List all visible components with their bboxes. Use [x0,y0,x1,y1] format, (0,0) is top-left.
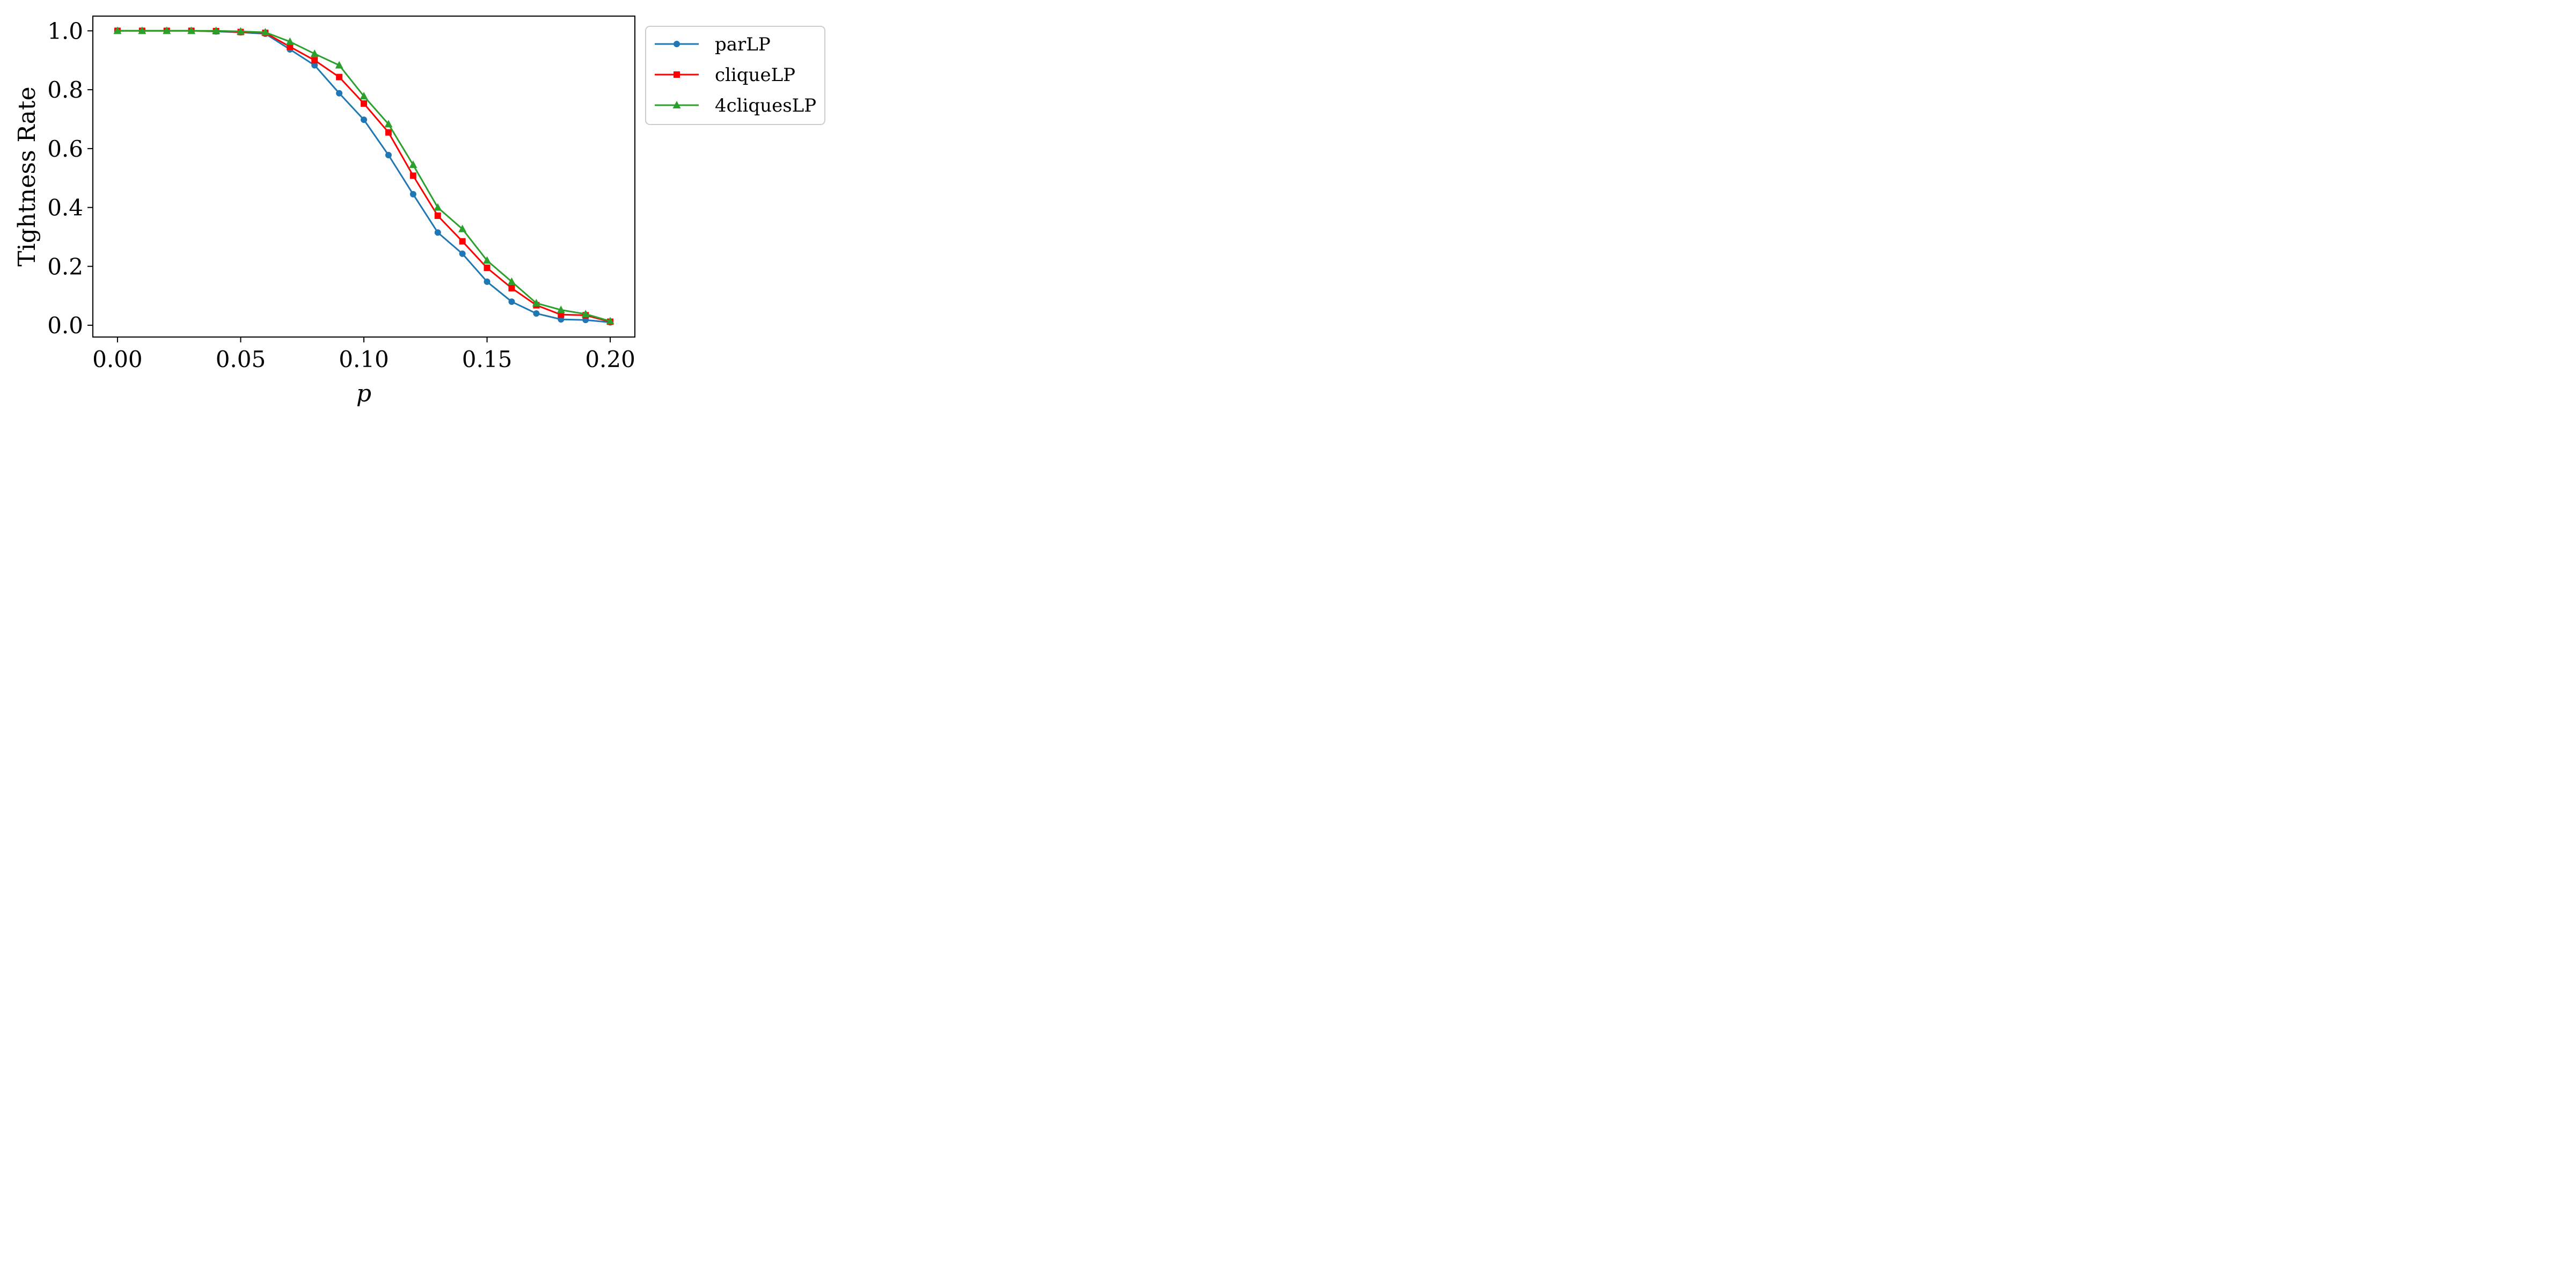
data-point [606,317,614,325]
data-point [434,203,442,211]
x-tick-label: 0.05 [216,346,266,372]
data-point [484,278,491,285]
data-point [409,172,416,179]
y-tick-label: 1.0 [47,18,83,44]
y-tick-label: 0.2 [47,253,83,280]
data-point [409,191,416,197]
data-point [261,28,269,36]
data-point [458,224,467,232]
legend-label: 4cliquesLP [715,95,816,116]
data-point [113,26,122,34]
legend-label: parLP [715,34,771,55]
x-tick-label: 0.10 [339,346,389,372]
x-axis-title: p [356,380,371,407]
y-tick-label: 0.8 [47,77,83,103]
y-axis-title: Tightness Rate [13,86,41,266]
x-tick-label: 0.00 [92,346,143,372]
legend: parLP cliqueLP 4cliquesLP [645,26,825,125]
data-point [361,100,367,107]
data-point [434,229,441,236]
data-point [483,256,492,264]
data-point [361,116,367,123]
legend-item: 4cliquesLP [655,95,816,116]
data-point [434,212,441,219]
data-point [287,43,294,50]
data-point [286,37,294,45]
data-point [311,57,318,64]
data-point [507,277,516,285]
legend-marker [672,101,681,108]
data-point [187,26,196,34]
data-point [335,61,343,69]
data-point [533,310,540,317]
plot-area [92,16,635,338]
x-tick-label: 0.15 [462,346,513,372]
line-chart: 0.00 0.05 0.10 0.15 0.20 0.00.20.40.60.81.0 … [13,16,825,407]
legend-label: cliqueLP [715,64,795,86]
data-point [532,298,540,306]
legend-item: cliqueLP [655,64,795,86]
data-point [409,160,418,169]
data-point [384,120,393,128]
data-point [336,90,343,97]
series-layer [113,26,614,326]
legend-item: parLP [655,34,771,55]
data-point [236,27,245,35]
data-point [484,265,491,272]
data-point [581,310,590,318]
data-point [163,26,171,34]
data-point [212,26,221,34]
legend-frame [645,26,825,125]
y-tick-label: 0.0 [47,312,83,339]
data-point [385,151,392,158]
series-4cliquesLP [113,26,614,325]
data-point [459,250,466,257]
data-point [459,238,466,245]
data-point [557,305,565,313]
x-tick-label: 0.20 [585,346,635,372]
data-point [508,298,515,305]
legend-marker [674,71,680,78]
data-point [138,26,147,34]
y-tick-label: 0.4 [47,195,83,221]
data-point [508,284,515,291]
data-point [336,74,343,80]
data-point [310,49,319,57]
data-point [385,129,392,136]
legend-marker [674,41,680,47]
data-point [311,62,318,69]
data-point [360,92,368,100]
y-axis-ticks: 0.0 0.2 0.4 0.6 0.8 1.0 [47,18,93,339]
y-tick-label: 0.6 [47,136,83,162]
x-axis-ticks: 0.00 0.05 0.10 0.15 0.20 [92,337,635,372]
